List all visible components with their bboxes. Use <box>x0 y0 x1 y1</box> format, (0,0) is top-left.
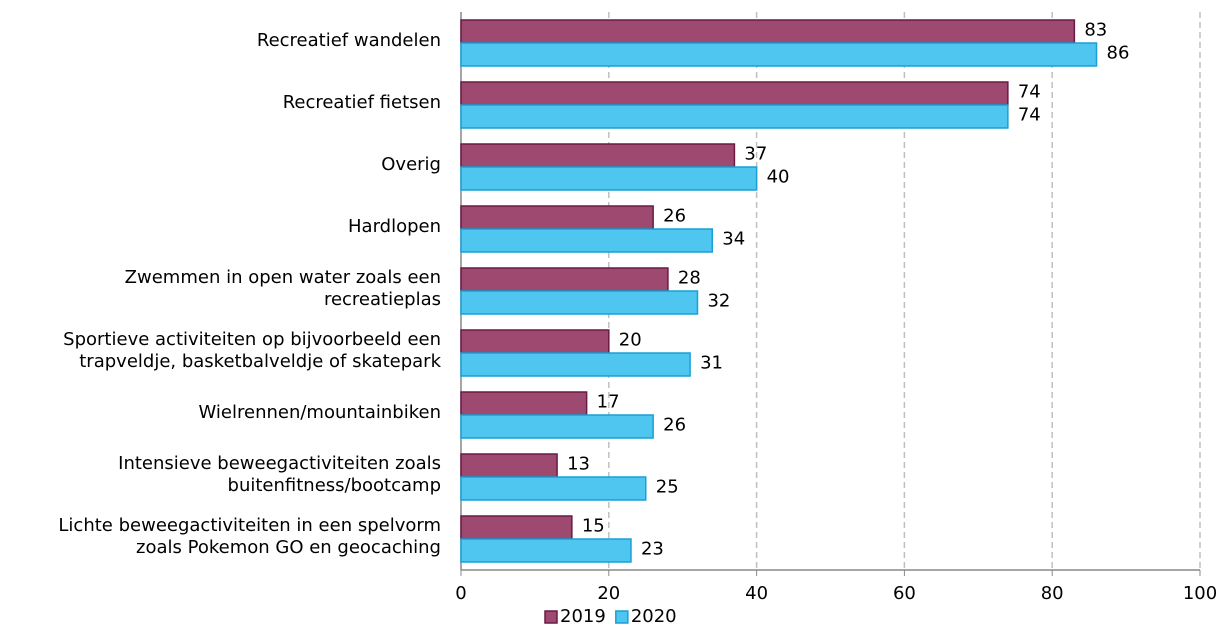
bar <box>460 290 699 315</box>
value-label: 13 <box>567 454 590 475</box>
bar <box>460 352 691 377</box>
value-label: 34 <box>722 229 745 250</box>
value-label: 86 <box>1107 43 1130 64</box>
bar <box>460 42 1098 67</box>
bar <box>460 143 736 168</box>
value-label: 83 <box>1084 20 1107 41</box>
bar <box>460 19 1076 44</box>
y-tick-label: Sportieve activiteiten op bijvoorbeeld e… <box>63 329 441 372</box>
x-tick-label: 0 <box>455 583 466 604</box>
value-label: 26 <box>663 206 686 227</box>
value-label: 32 <box>707 291 730 312</box>
bar <box>460 453 558 478</box>
value-label: 26 <box>663 415 686 436</box>
x-tick-label: 20 <box>597 583 620 604</box>
bar <box>460 81 1009 106</box>
value-label: 74 <box>1018 82 1041 103</box>
y-tick-label: Recreatief fietsen <box>282 92 441 113</box>
bar <box>460 538 632 563</box>
legend-label: 2019 <box>560 606 606 626</box>
bar <box>460 391 588 416</box>
value-label: 20 <box>619 330 642 351</box>
y-tick-label: Intensieve beweegactiviteiten zoals buit… <box>118 453 441 496</box>
value-label: 15 <box>582 516 605 537</box>
value-label: 31 <box>700 353 723 374</box>
value-label: 74 <box>1018 105 1041 126</box>
bar <box>460 205 654 230</box>
bar <box>460 476 647 501</box>
bar <box>460 166 758 191</box>
legend-swatch <box>615 610 629 624</box>
value-label: 23 <box>641 539 664 560</box>
legend-swatch <box>544 610 558 624</box>
bar <box>460 228 714 253</box>
x-tick-label: 80 <box>1041 583 1064 604</box>
x-tick-label: 40 <box>745 583 768 604</box>
value-label: 17 <box>597 392 620 413</box>
y-tick-label: Recreatief wandelen <box>256 30 441 51</box>
value-label: 37 <box>744 144 767 165</box>
value-label: 28 <box>678 268 701 289</box>
bar <box>460 104 1009 129</box>
y-tick-label: Wielrennen/mountainbiken <box>198 402 441 423</box>
y-tick-label: Lichte beweegactiviteiten in een spelvor… <box>58 515 441 558</box>
y-tick-label: Overig <box>381 154 441 175</box>
y-tick-label: Zwemmen in open water zoals een recreati… <box>124 267 441 310</box>
x-tick-label: 100 <box>1183 583 1217 604</box>
bar <box>460 267 669 292</box>
value-label: 25 <box>656 477 679 498</box>
y-tick-label: Hardlopen <box>348 216 441 237</box>
bar <box>460 414 654 439</box>
legend-label: 2020 <box>631 606 677 626</box>
value-label: 40 <box>767 167 790 188</box>
x-tick-label: 60 <box>893 583 916 604</box>
bar <box>460 515 573 540</box>
bar <box>460 329 610 354</box>
